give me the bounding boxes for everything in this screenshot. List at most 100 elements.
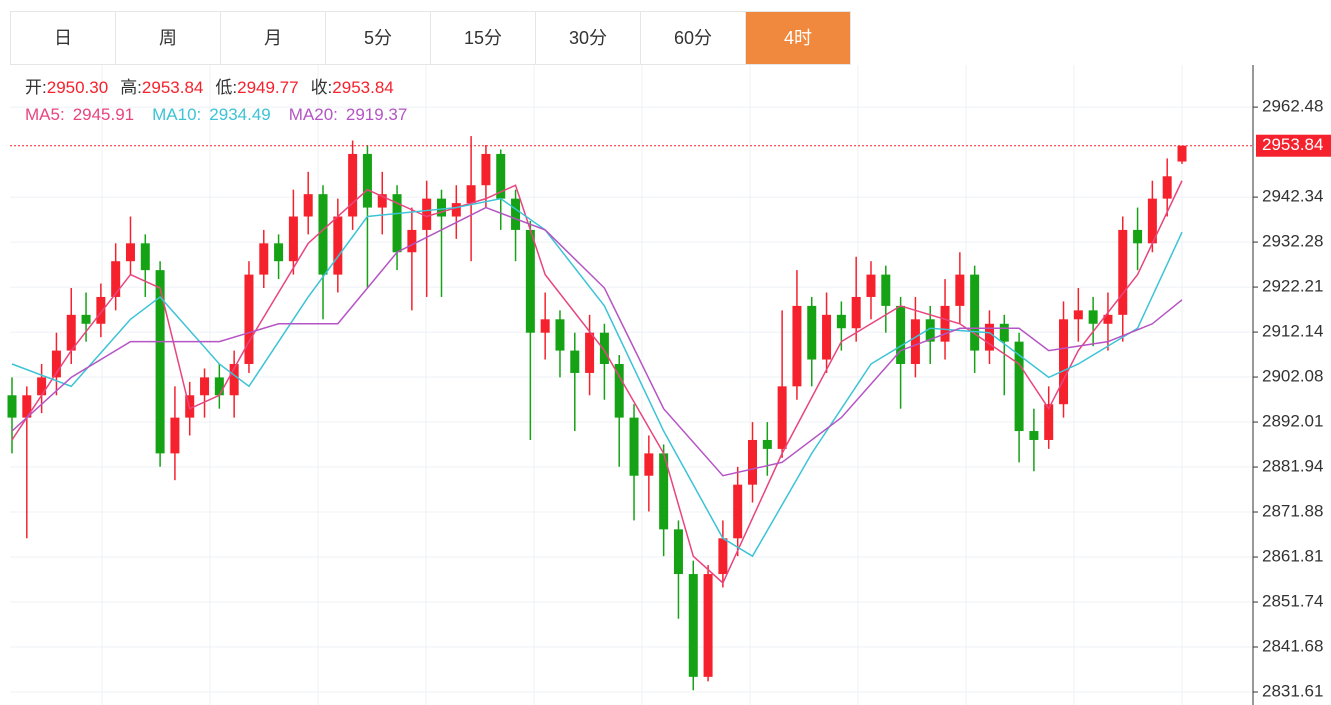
ohlc-header: 开:2950.30 高:2953.84 低:2949.77 收:2953.84	[25, 78, 394, 97]
tab-bar: 日周月 5分 15分 30分 60分 4时	[10, 11, 851, 65]
candle-body	[1073, 310, 1083, 320]
candle-body	[1147, 198, 1157, 244]
candle-body	[451, 203, 461, 217]
candle-body	[525, 229, 535, 333]
candle-body	[955, 274, 965, 306]
y-tick-label: 2892.01	[1262, 412, 1323, 431]
candle-body	[570, 350, 580, 373]
candle-body	[511, 198, 521, 230]
candle-body	[718, 538, 728, 575]
candle-body	[229, 363, 239, 396]
candle-body	[140, 243, 150, 271]
candle-body	[81, 314, 91, 324]
candle-body	[259, 243, 269, 275]
candle-body	[1103, 314, 1113, 324]
y-tick-label: 2932.28	[1262, 232, 1323, 251]
candle-body	[422, 198, 432, 230]
candle-body	[214, 377, 224, 396]
candle-body	[748, 439, 758, 485]
candle-body	[7, 395, 17, 418]
y-tick-label: 2942.34	[1262, 187, 1323, 206]
candle-body	[111, 261, 121, 297]
candle-body	[1029, 431, 1039, 440]
candle-body	[155, 270, 165, 454]
candle-body	[1059, 319, 1069, 405]
candle-body	[66, 314, 76, 351]
candle-body	[599, 332, 609, 364]
tab[interactable]: 4时	[746, 12, 851, 64]
candle-body	[407, 229, 417, 253]
candle-body	[614, 363, 624, 418]
candle-body	[777, 386, 787, 449]
candle-body	[688, 574, 698, 677]
tab[interactable]: 周	[116, 12, 221, 64]
y-tick-label: 2962.48	[1262, 97, 1323, 116]
candle-body	[200, 377, 210, 396]
y-tick-label: 2871.88	[1262, 502, 1323, 521]
ma-name: MA20:	[289, 105, 338, 124]
y-tick-label: 2902.08	[1262, 367, 1323, 386]
ma-line	[11, 180, 1183, 585]
tab[interactable]: 日	[11, 12, 116, 64]
y-tick-label: 2851.74	[1262, 592, 1323, 611]
ohlc-label: 低:	[215, 78, 237, 97]
y-tick-label: 2861.81	[1262, 547, 1323, 566]
candle-body	[703, 574, 713, 677]
candle-body	[555, 319, 565, 351]
candle-body	[999, 323, 1009, 342]
candle-body	[807, 305, 817, 360]
candle-body	[1133, 229, 1143, 244]
price-tag: 2953.84	[1262, 135, 1323, 154]
candle-body	[51, 350, 61, 378]
candle-body	[896, 305, 906, 364]
ma-name: MA5:	[25, 105, 65, 124]
ma-value: 2919.37	[346, 105, 407, 124]
candle-body	[836, 314, 846, 329]
candle-body	[244, 274, 254, 364]
candle-body	[970, 274, 980, 351]
candle-body	[288, 216, 298, 262]
candle-body	[274, 243, 284, 262]
candle-body	[644, 453, 654, 476]
candle-body	[733, 484, 743, 539]
candle-body	[1044, 404, 1054, 440]
ma-value: 2934.49	[209, 105, 270, 124]
candle-body	[629, 417, 639, 476]
candle-body	[496, 153, 506, 199]
candle-body	[822, 314, 832, 360]
candle-body	[1118, 229, 1128, 315]
ohlc-value: 2953.84	[142, 78, 203, 97]
y-tick-label: 2881.94	[1262, 457, 1323, 476]
candle-body	[1177, 145, 1187, 162]
ohlc-value: 2950.30	[47, 78, 108, 97]
candle-body	[348, 153, 358, 217]
candle-body	[96, 296, 106, 324]
candle-body	[481, 153, 491, 186]
candle-body	[1014, 341, 1024, 432]
tab[interactable]: 月	[221, 12, 326, 64]
tab[interactable]: 60分	[641, 12, 746, 64]
candle-body	[466, 185, 476, 204]
ma-legend: MA5: 2945.91 MA10: 2934.49 MA20: 2919.37	[25, 105, 407, 124]
y-tick-label: 2831.61	[1262, 681, 1323, 700]
candle-body	[170, 417, 180, 454]
candle-body	[673, 529, 683, 575]
ohlc-label: 收:	[311, 78, 333, 97]
ohlc-label: 高:	[120, 78, 142, 97]
tab[interactable]: 5分	[326, 12, 431, 64]
candle-body	[1162, 176, 1172, 199]
tab[interactable]: 15分	[431, 12, 536, 64]
ohlc-value: 2953.84	[332, 78, 393, 97]
candle-body	[333, 216, 343, 275]
candle-body	[303, 194, 313, 217]
candle-body	[1088, 310, 1098, 324]
ohlc-value: 2949.77	[237, 78, 298, 97]
candle-body	[362, 153, 372, 208]
candle-body	[866, 274, 876, 297]
tab[interactable]: 30分	[536, 12, 641, 64]
candle-body	[762, 439, 772, 449]
candle-body	[792, 305, 802, 387]
ohlc-label: 开:	[25, 78, 47, 97]
